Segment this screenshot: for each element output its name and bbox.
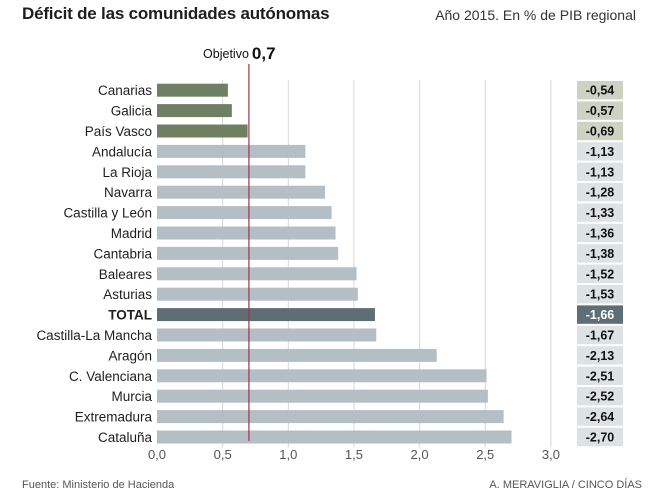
value-label: -2,64 [586,410,615,424]
category-label: Asturias [103,287,152,302]
category-label: Cataluña [98,430,153,445]
bar [157,287,358,301]
value-label: -0,54 [586,84,615,98]
bar [157,348,437,362]
category-label: Madrid [111,226,152,241]
category-label: Extremadura [75,410,153,425]
value-box [577,427,623,447]
value-label: -1,53 [586,288,615,302]
category-labels: Canarias Galicia País Vasco Andalucía La Rio… [36,83,152,445]
bar [157,124,248,138]
bar [157,389,488,403]
bar [157,104,232,118]
category-label: Castilla-La Mancha [36,328,152,343]
category-label: La Rioja [102,165,152,180]
bar [157,83,228,97]
chart-subtitle: Año 2015. En % de PIB regional [435,7,636,23]
category-label: Navarra [104,185,153,200]
x-tick-label: 1,5 [345,447,363,462]
category-label: Murcia [111,389,152,404]
bar [157,328,377,342]
value-box [577,223,623,243]
bar [157,430,512,444]
source-note: Fuente: Ministerio de Hacienda [22,479,175,491]
category-label: Canarias [98,83,152,98]
value-label: -1,13 [586,145,615,159]
value-label: -2,51 [586,369,615,383]
category-label: TOTAL [108,308,152,323]
target-label: Objetivo [203,47,249,61]
bars [157,83,512,444]
value-label: -2,13 [586,349,615,363]
value-label: -1,67 [586,329,615,343]
value-label: -1,66 [586,308,615,322]
category-label: Galicia [111,104,153,119]
bar [157,226,336,240]
bar [157,165,306,179]
value-label: -2,70 [586,431,615,445]
value-label: -1,33 [586,206,615,220]
x-tick-label: 3,0 [542,447,560,462]
x-tick-label: 0,5 [214,447,232,462]
value-label: -1,52 [586,267,615,281]
value-box [577,183,623,202]
bar [157,206,332,220]
value-box [577,264,623,283]
value-labels: -0,54 -0,57 -0,69 -1,13 -1,13 -1,28 -1,33 -1,36… [577,81,623,447]
x-axis-ticks: 0,0 0,5 1,0 1,5 2,0 2,5 3,0 [148,447,560,462]
value-box [577,81,623,100]
value-box [577,305,623,324]
category-label: Aragón [108,348,152,363]
bar [157,267,357,281]
value-label: -1,36 [586,227,615,241]
value-label: -2,52 [586,390,615,404]
bar [157,369,487,383]
bar [157,144,306,158]
value-box [577,366,623,385]
value-label: -1,13 [586,165,615,179]
bar [157,185,326,199]
x-tick-label: 0,0 [148,447,166,462]
bar [157,308,375,322]
value-box [577,346,623,365]
bar [157,410,504,424]
category-label: Andalucía [92,144,153,159]
value-label: -0,57 [586,104,615,118]
category-label: Cantabria [93,246,152,261]
value-box [577,162,623,181]
value-box [577,285,623,304]
x-tick-label: 1,0 [279,447,297,462]
credit-note: A. MERAVIGLIA / CINCO DÍAS [489,479,642,491]
target-marker: Objetivo 0,7 [203,44,276,441]
value-box [577,325,623,345]
x-tick-label: 2,0 [411,447,429,462]
value-box [577,244,623,263]
value-box [577,407,623,426]
category-label: Castilla y León [63,206,152,221]
value-box [577,101,623,120]
category-label: C. Valenciana [69,369,153,384]
grid-lines [222,80,552,448]
category-label: Baleares [99,267,153,282]
bar [157,246,339,260]
chart-title: Déficit de las comunidades autónomas [22,4,330,23]
value-box [577,121,623,141]
value-box [577,387,623,406]
value-label: -1,38 [586,247,615,261]
x-tick-label: 2,5 [476,447,494,462]
value-box [577,203,623,222]
value-box [577,142,623,161]
value-label: -1,28 [586,186,615,200]
value-label: -0,69 [586,125,615,139]
category-label: País Vasco [85,124,152,139]
target-value: 0,7 [252,44,276,63]
